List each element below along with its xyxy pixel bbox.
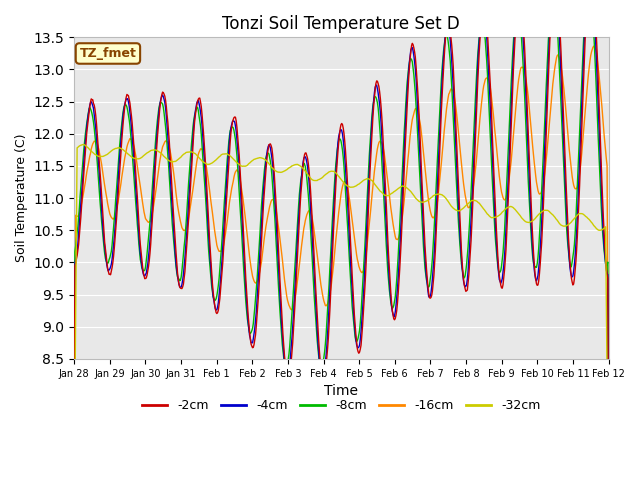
-2cm xyxy=(70,477,78,480)
-32cm xyxy=(136,156,143,161)
-2cm xyxy=(189,141,197,146)
-2cm xyxy=(218,278,225,284)
X-axis label: Time: Time xyxy=(324,384,358,398)
-32cm xyxy=(422,198,430,204)
-2cm xyxy=(135,220,143,226)
-32cm xyxy=(79,142,87,147)
-16cm xyxy=(135,174,143,180)
-32cm xyxy=(218,152,226,157)
-16cm xyxy=(422,173,429,179)
-16cm xyxy=(80,188,88,194)
-2cm xyxy=(422,255,429,261)
-16cm xyxy=(605,463,612,468)
-4cm xyxy=(218,267,225,273)
-4cm xyxy=(135,232,143,238)
-16cm xyxy=(406,133,414,139)
-4cm xyxy=(80,159,88,165)
-16cm xyxy=(590,43,598,49)
-16cm xyxy=(189,185,197,191)
-4cm xyxy=(189,132,197,138)
-4cm xyxy=(70,476,78,480)
Legend: -2cm, -4cm, -8cm, -16cm, -32cm: -2cm, -4cm, -8cm, -16cm, -32cm xyxy=(137,394,545,417)
-8cm xyxy=(189,123,197,129)
-32cm xyxy=(407,189,415,194)
-16cm xyxy=(218,249,225,254)
Text: TZ_fmet: TZ_fmet xyxy=(79,47,136,60)
-8cm xyxy=(406,56,414,61)
Line: -32cm: -32cm xyxy=(74,144,609,480)
-32cm xyxy=(81,142,88,148)
-4cm xyxy=(406,53,414,59)
-2cm xyxy=(80,170,88,176)
Line: -4cm: -4cm xyxy=(74,0,609,480)
Line: -8cm: -8cm xyxy=(74,0,609,476)
-8cm xyxy=(422,271,429,276)
Title: Tonzi Soil Temperature Set D: Tonzi Soil Temperature Set D xyxy=(223,15,460,33)
Y-axis label: Soil Temperature (C): Soil Temperature (C) xyxy=(15,134,28,263)
Line: -2cm: -2cm xyxy=(74,0,609,480)
-8cm xyxy=(135,241,143,247)
Line: -16cm: -16cm xyxy=(74,46,609,480)
-8cm xyxy=(70,469,78,475)
-8cm xyxy=(218,247,225,252)
-2cm xyxy=(406,55,414,61)
-32cm xyxy=(190,150,198,156)
-8cm xyxy=(605,473,612,479)
-8cm xyxy=(80,146,88,152)
-4cm xyxy=(422,265,429,271)
